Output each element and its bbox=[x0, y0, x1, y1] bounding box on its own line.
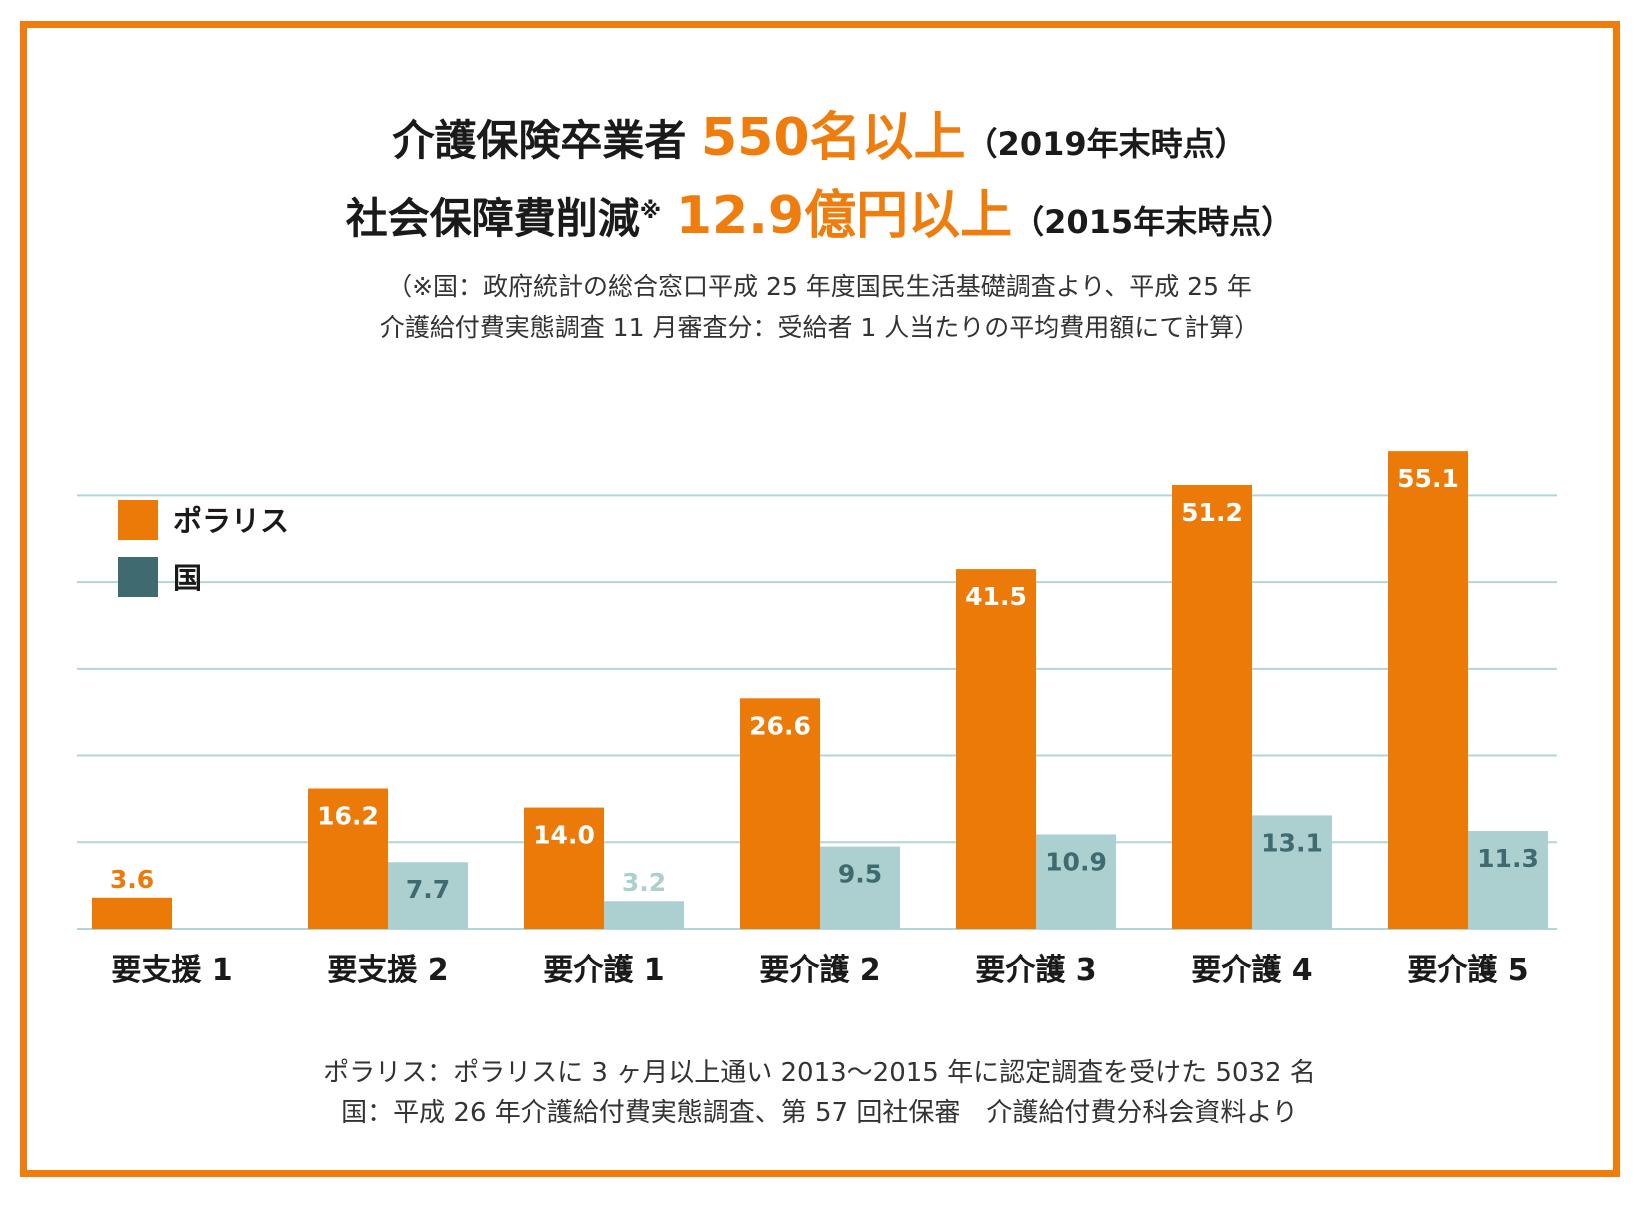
category-label: 要介護 1 bbox=[543, 953, 664, 988]
value-label: 55.1 bbox=[1397, 464, 1459, 493]
value-label: 16.2 bbox=[317, 802, 379, 831]
category-labels: 要支援 1 要支援 2 要介護 1 要介護 2 要介護 3 要介護 4 要介護 5 bbox=[111, 953, 1528, 988]
headline-savings-amount: 12.9億円以上 bbox=[675, 186, 1013, 246]
headline-savings-date: （2015年末時点） bbox=[1012, 203, 1294, 241]
headline-savings: 社会保障費削減※ 12.9億円以上（2015年末時点） bbox=[0, 173, 1639, 248]
value-label: 9.5 bbox=[838, 860, 882, 889]
source-footnote-national: 国：平成 26 年介護給付費実態調査、第 57 回社保審 介護給付費分科会資料よ… bbox=[341, 1098, 1298, 1128]
bar-polaris bbox=[308, 788, 388, 929]
headline-graduates-date: （2019年末時点） bbox=[965, 125, 1247, 163]
bar-polaris bbox=[1172, 484, 1252, 929]
bar-polaris bbox=[524, 807, 604, 929]
value-label: 10.9 bbox=[1045, 847, 1107, 876]
bar-national bbox=[1036, 834, 1116, 929]
legend-label: ポラリス bbox=[173, 504, 289, 538]
value-label: 3.2 bbox=[622, 868, 666, 897]
category-label: 要介護 4 bbox=[1191, 953, 1312, 988]
headline-graduates-prefix: 介護保険卒業者 bbox=[392, 116, 687, 165]
legend-swatch bbox=[118, 557, 158, 597]
bar-national bbox=[604, 901, 684, 929]
headline-savings-mark: ※ bbox=[639, 199, 662, 224]
category-label: 要介護 5 bbox=[1407, 953, 1528, 988]
bar-polaris bbox=[92, 897, 172, 929]
bars bbox=[92, 451, 1548, 929]
value-label: 3.6 bbox=[110, 865, 154, 894]
bar-national bbox=[1468, 830, 1548, 929]
value-label: 7.7 bbox=[406, 875, 450, 904]
value-label: 11.3 bbox=[1477, 844, 1539, 873]
category-label: 要支援 2 bbox=[327, 953, 448, 988]
headline-graduates-count: 550名以上 bbox=[701, 108, 966, 168]
value-label: 26.6 bbox=[749, 711, 811, 740]
value-labels: 3.6 16.2 7.7 14.0 3.2 26.6 9.5 41.5 10.9 51.2 13.1… bbox=[110, 464, 1539, 904]
calculation-note-line1: （※国：政府統計の総合窓口平成 25 年度国民生活基礎調査より、平成 25 年 bbox=[387, 272, 1252, 301]
category-label: 要介護 2 bbox=[759, 953, 880, 988]
bar-polaris bbox=[1388, 451, 1468, 929]
bar-national bbox=[820, 846, 900, 929]
legend-swatch bbox=[118, 500, 158, 540]
chart-frame bbox=[20, 21, 1620, 1177]
legend-label: 国 bbox=[173, 561, 202, 595]
source-footnote-polaris: ポラリス：ポラリスに 3 ヶ月以上通い 2013〜2015 年に認定調査を受けた… bbox=[323, 1058, 1316, 1088]
category-label: 要介護 3 bbox=[975, 953, 1096, 988]
headline-graduates: 介護保険卒業者 550名以上（2019年末時点） bbox=[0, 95, 1639, 170]
bar-national bbox=[388, 862, 468, 929]
value-label: 51.2 bbox=[1181, 498, 1243, 527]
calculation-note-line2: 介護給付費実態調査 11 月審査分：受給者 1 人当たりの平均費用額にて計算） bbox=[379, 313, 1260, 342]
value-label: 41.5 bbox=[965, 582, 1027, 611]
value-label: 14.0 bbox=[533, 821, 595, 850]
bar-polaris bbox=[956, 569, 1036, 929]
value-label: 13.1 bbox=[1261, 828, 1323, 857]
bar-national bbox=[1252, 815, 1332, 929]
category-label: 要支援 1 bbox=[111, 953, 232, 988]
headline-savings-prefix: 社会保障費削減 bbox=[345, 194, 640, 243]
bar-polaris bbox=[740, 698, 820, 929]
